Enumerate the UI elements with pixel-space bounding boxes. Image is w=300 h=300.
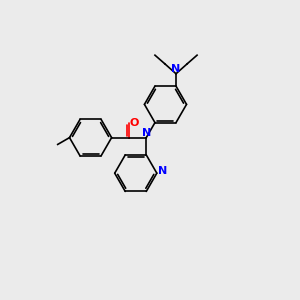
Text: O: O bbox=[129, 118, 139, 128]
Text: N: N bbox=[158, 166, 167, 176]
Text: N: N bbox=[171, 64, 181, 74]
Text: N: N bbox=[142, 128, 151, 138]
